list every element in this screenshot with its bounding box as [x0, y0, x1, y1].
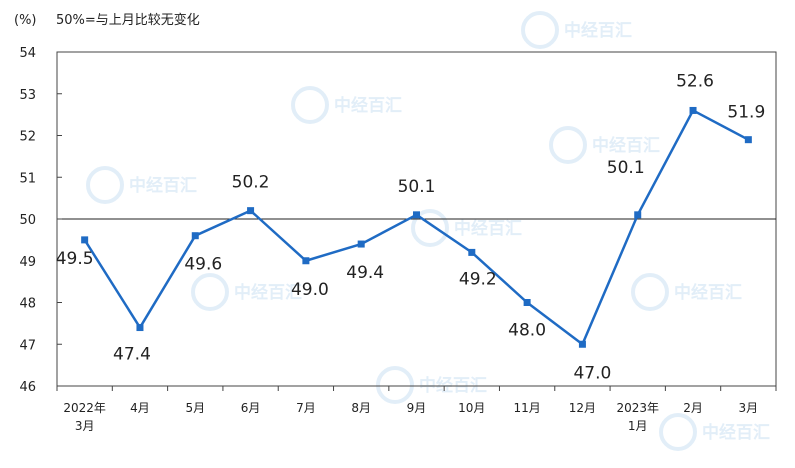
x-tick-label: 6月	[241, 401, 261, 415]
data-point	[191, 232, 199, 240]
data-point	[302, 257, 310, 265]
data-label: 49.0	[291, 280, 329, 300]
x-axis-ticks: 2022年 3月 4月 5月 6月 7月 8月 9月 10月 11月 12月 2023年 1月 2月 3月	[56, 386, 777, 433]
watermark-logo-icon	[376, 366, 414, 404]
watermark-text: 中经百汇	[129, 175, 197, 196]
y-tick-label: 48	[19, 297, 36, 312]
data-point	[136, 324, 144, 332]
data-point	[247, 207, 255, 215]
data-point	[578, 340, 586, 348]
y-unit-label: (%)	[14, 13, 37, 28]
x-tick-label: 10月	[458, 401, 485, 415]
watermark-logo-icon	[631, 273, 669, 311]
data-label: 49.2	[459, 269, 497, 289]
y-tick-label: 52	[19, 130, 36, 145]
data-point	[468, 248, 476, 256]
data-label: 51.9	[727, 103, 765, 123]
x-tick-label: 11月	[513, 401, 540, 415]
watermark-text: 中经百汇	[702, 422, 770, 443]
watermark: 中经百汇	[191, 273, 302, 311]
watermark: 中经百汇	[659, 413, 770, 451]
watermark-logo-icon	[191, 273, 229, 311]
data-point	[744, 136, 752, 144]
data-point	[689, 106, 697, 114]
x-tick-label: 8月	[351, 401, 371, 415]
watermark: 中经百汇	[411, 209, 522, 247]
data-label: 49.6	[184, 255, 222, 275]
data-label: 52.6	[676, 71, 714, 91]
data-label: 50.2	[232, 173, 270, 193]
watermark: 中经百汇	[631, 273, 742, 311]
watermark-logo-icon	[549, 126, 587, 164]
y-tick-label: 53	[19, 88, 36, 103]
x-tick-label: 2023年 1月	[616, 401, 659, 433]
watermark-logo-icon	[86, 166, 124, 204]
data-point	[81, 236, 89, 244]
data-label: 50.1	[607, 158, 645, 178]
data-label: 49.4	[346, 263, 384, 283]
watermark-text: 中经百汇	[454, 218, 522, 239]
watermark-logo-icon	[411, 209, 449, 247]
watermark-text: 中经百汇	[592, 135, 660, 156]
x-tick-label: 5月	[185, 401, 205, 415]
watermark-text: 中经百汇	[564, 20, 632, 41]
watermark: 中经百汇	[86, 166, 197, 204]
data-point	[357, 240, 365, 248]
watermark-text: 中经百汇	[234, 282, 302, 303]
watermark: 中经百汇	[521, 11, 632, 49]
y-tick-label: 50	[19, 213, 36, 228]
data-label: 47.0	[573, 363, 611, 383]
y-tick-label: 51	[19, 171, 36, 186]
x-tick-label: 7月	[296, 401, 316, 415]
reference-note: 50%=与上月比较无变化	[56, 12, 200, 28]
x-tick-label: 4月	[130, 401, 150, 415]
data-label: 50.1	[398, 177, 436, 197]
y-tick-label: 46	[19, 380, 36, 395]
y-tick-label: 49	[19, 255, 36, 270]
x-tick-label: 2月	[683, 401, 703, 415]
watermark-logo-icon	[659, 413, 697, 451]
y-axis-ticks: 46 47 48 49 50 51 52 53 54	[19, 46, 62, 395]
watermark-text: 中经百汇	[674, 282, 742, 303]
y-tick-label: 54	[19, 46, 36, 61]
data-label: 47.4	[113, 345, 151, 365]
x-tick-label: 9月	[407, 401, 427, 415]
data-points	[81, 106, 752, 348]
x-tick-label: 2022年 3月	[63, 401, 106, 433]
data-point	[523, 299, 531, 306]
data-label: 48.0	[508, 321, 546, 341]
y-tick-label: 47	[19, 338, 36, 353]
data-labels: 49.5 47.4 49.6 50.2 49.0 49.4 50.1 49.2 48.0 47.0…	[56, 71, 766, 383]
watermark-logo-icon	[521, 11, 559, 49]
watermark-text: 中经百汇	[334, 95, 402, 116]
data-label: 49.5	[56, 249, 94, 269]
x-tick-label: 3月	[739, 401, 759, 415]
x-tick-label: 12月	[569, 401, 596, 415]
data-point	[634, 211, 642, 219]
watermark: 中经百汇	[549, 126, 660, 164]
data-point	[413, 211, 420, 219]
watermark-logo-icon	[291, 86, 329, 124]
watermark: 中经百汇	[376, 366, 487, 404]
watermark: 中经百汇	[291, 86, 402, 124]
